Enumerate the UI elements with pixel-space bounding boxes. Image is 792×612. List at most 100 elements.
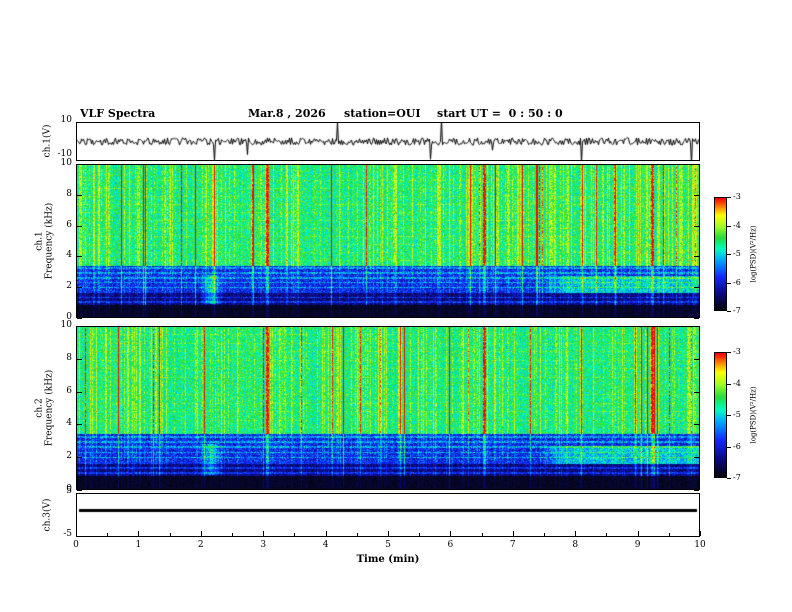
ch1-ymin-label: -10: [57, 149, 73, 159]
spec1-channel-label: ch.1: [33, 231, 44, 251]
colorbar1-title: log(PSD)(V²/Hz): [723, 194, 783, 314]
spec1-frequency-label: Frequency (kHz): [43, 202, 54, 280]
x-tick-mark: [138, 531, 139, 536]
y-tick-mark: [77, 424, 82, 425]
y-tick-label: 6: [66, 385, 72, 396]
x-tick-label: 5: [385, 540, 391, 550]
colorbar-tick-mark: [727, 447, 731, 448]
x-minor-tick-mark: [419, 533, 420, 536]
colorbar-tick-label: -5: [733, 410, 741, 419]
x-minor-tick-mark: [482, 533, 483, 536]
colorbar-tick-mark: [727, 254, 731, 255]
y-tick-label: 0: [66, 312, 72, 322]
colorbar-tick-mark: [727, 352, 731, 353]
x-tick-label: 0: [73, 540, 79, 550]
y-tick-mark: [694, 457, 699, 458]
colorbar-tick-mark: [727, 311, 731, 312]
y-tick-mark: [694, 318, 699, 319]
ch1-spectrogram-canvas: [77, 165, 699, 317]
x-minor-tick-mark: [232, 533, 233, 536]
y-tick-mark: [694, 256, 699, 257]
y-tick-mark: [77, 287, 82, 288]
y-tick-label: 2: [66, 281, 72, 292]
colorbar-ch2: [714, 352, 727, 478]
y-tick-label: 8: [66, 188, 72, 199]
y-tick-mark: [694, 287, 699, 288]
plot-date: Mar.8 , 2026: [248, 107, 326, 120]
colorbar-tick-mark: [727, 283, 731, 284]
x-tick-label: 9: [634, 540, 641, 550]
spec2-channel-label: ch.2: [33, 398, 44, 418]
plot-start-ut: start UT = 0 : 50 : 0: [437, 107, 563, 120]
x-minor-tick-mark: [170, 533, 171, 536]
colorbar2-label: log(PSD)(V²/Hz): [749, 386, 757, 444]
x-tick-label: 8: [572, 540, 579, 550]
plot-title: VLF Spectra: [80, 107, 156, 120]
ch2-frequency-axis-title: ch.2 Frequency (kHz): [2, 338, 86, 478]
y-tick-mark: [77, 164, 82, 165]
y-tick-mark: [694, 424, 699, 425]
x-tick-mark: [513, 531, 514, 536]
colorbar-tick-label: -3: [733, 347, 741, 356]
x-minor-tick-mark: [357, 533, 358, 536]
colorbar-tick-mark: [727, 415, 731, 416]
x-tick-mark: [638, 531, 639, 536]
colorbar-tick-label: -4: [733, 378, 741, 388]
ch1-ymax-label: 10: [60, 115, 72, 125]
x-tick-label: 2: [197, 540, 204, 550]
colorbar-tick-mark: [727, 478, 731, 479]
time-axis-title: Time (min): [356, 554, 420, 565]
colorbar-tick-label: -6: [733, 277, 741, 287]
y-tick-mark: [694, 326, 699, 327]
y-tick-mark: [694, 164, 699, 165]
colorbar-tick-label: -5: [733, 249, 741, 258]
y-tick-label: 4: [66, 418, 72, 429]
colorbar-tick-mark: [727, 197, 731, 198]
y-tick-label: 10: [60, 158, 72, 168]
colorbar-tick-label: -6: [733, 441, 741, 451]
colorbar-ch1-canvas: [715, 198, 726, 310]
ch2-spectrogram-panel: [76, 326, 700, 490]
colorbar-tick-mark: [727, 226, 731, 227]
x-tick-label: 1: [135, 540, 142, 550]
x-minor-tick-mark: [107, 533, 108, 536]
x-tick-mark: [700, 531, 701, 536]
y-tick-label: 0: [66, 484, 72, 494]
ch1-spectrogram-panel: [76, 164, 700, 318]
ch3-waveform-canvas: [77, 494, 699, 536]
x-tick-label: 6: [447, 540, 454, 550]
y-tick-label: 8: [66, 352, 72, 363]
ch3v-label: ch.3(V): [41, 498, 52, 532]
ch3-ymax-label: 5: [66, 486, 72, 496]
x-tick-mark: [388, 531, 389, 536]
x-minor-tick-mark: [606, 533, 607, 536]
colorbar2-title: log(PSD)(V²/Hz): [723, 355, 783, 475]
colorbar-ch1: [714, 197, 727, 311]
x-tick-mark: [326, 531, 327, 536]
colorbar-ch2-canvas: [715, 353, 726, 477]
ch3-voltage-axis-title: ch.3(V): [7, 495, 87, 535]
y-tick-mark: [77, 490, 82, 491]
x-tick-mark: [263, 531, 264, 536]
y-tick-label: 6: [66, 219, 72, 230]
y-tick-mark: [77, 359, 82, 360]
colorbar-tick-label: -4: [733, 220, 741, 230]
y-tick-mark: [77, 256, 82, 257]
y-tick-mark: [77, 326, 82, 327]
ch1-frequency-axis-title: ch.1 Frequency (kHz): [2, 171, 86, 311]
y-tick-mark: [694, 195, 699, 196]
y-tick-mark: [77, 195, 82, 196]
colorbar-tick-mark: [727, 384, 731, 385]
y-tick-mark: [694, 359, 699, 360]
x-minor-tick-mark: [669, 533, 670, 536]
plot-station: station=OUI: [344, 107, 421, 120]
x-minor-tick-mark: [294, 533, 295, 536]
x-tick-label: 10: [694, 540, 706, 550]
colorbar-tick-label: -3: [733, 192, 741, 201]
colorbar1-label: log(PSD)(V²/Hz): [749, 225, 757, 283]
y-tick-mark: [694, 392, 699, 393]
x-tick-mark: [201, 531, 202, 536]
x-tick-mark: [575, 531, 576, 536]
y-tick-mark: [694, 226, 699, 227]
